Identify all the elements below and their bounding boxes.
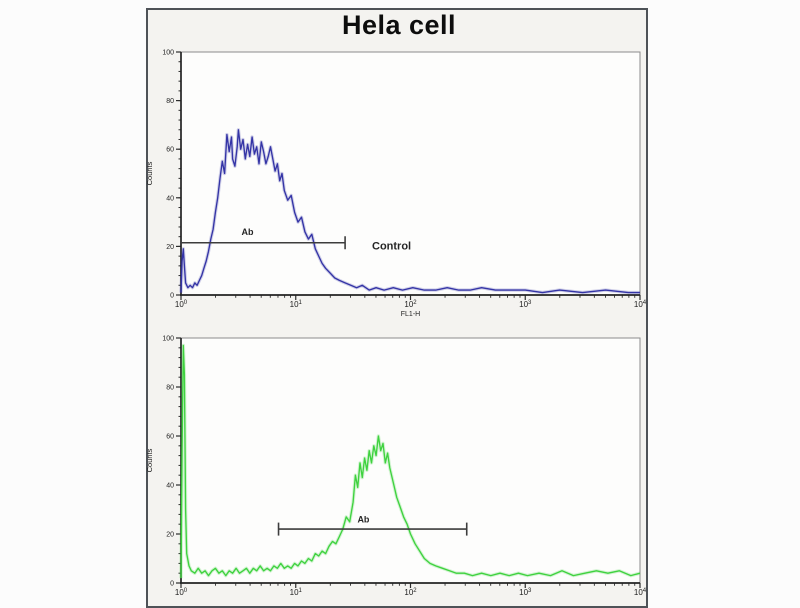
y-axis-title: Counts: [145, 161, 154, 185]
x-tick-label: 100: [175, 300, 188, 309]
y-tick-label: 20: [166, 532, 174, 539]
x-tick-label: 103: [519, 588, 532, 597]
y-tick-label: 80: [166, 98, 174, 105]
y-tick-label: 80: [166, 385, 174, 392]
x-tick-label: 101: [290, 588, 303, 597]
y-tick-label: 100: [162, 336, 174, 343]
annotation-label-control: Control: [372, 240, 411, 252]
chart-top: 0 20 40 60 80 100 100 101 102 103 104 Counts FL1-H Ab…: [145, 50, 647, 319]
y-tick-label: 20: [166, 244, 174, 251]
plot-frame: [180, 337, 641, 584]
annotation-label-ab: Ab: [242, 227, 254, 237]
y-tick-label: 60: [166, 147, 174, 154]
y-tick-label: 0: [170, 293, 174, 300]
y-tick-label: 40: [166, 195, 174, 202]
figure-title: Hela cell: [341, 10, 457, 40]
x-tick-label: 104: [634, 588, 647, 597]
y-tick-label: 0: [170, 581, 174, 588]
x-tick-label: 102: [404, 300, 417, 309]
x-tick-label: 100: [175, 588, 188, 597]
x-axis-title: FL1-H: [401, 311, 420, 318]
x-tick-label: 104: [634, 300, 647, 309]
histogram-curve: [180, 344, 641, 579]
x-tick-label: 103: [519, 300, 532, 309]
y-tick-label: 60: [166, 434, 174, 441]
y-axis-title: Counts: [145, 448, 154, 472]
x-tick-label: 102: [404, 588, 417, 597]
chart-bottom: 0 20 40 60 80 100 100 101 102 103 104 Counts Ab: [145, 336, 647, 598]
annotation-label-ab: Ab: [357, 514, 369, 524]
x-tick-label: 101: [290, 300, 303, 309]
plot-frame: [180, 51, 641, 296]
y-tick-label: 100: [162, 50, 174, 57]
y-tick-label: 40: [166, 483, 174, 490]
